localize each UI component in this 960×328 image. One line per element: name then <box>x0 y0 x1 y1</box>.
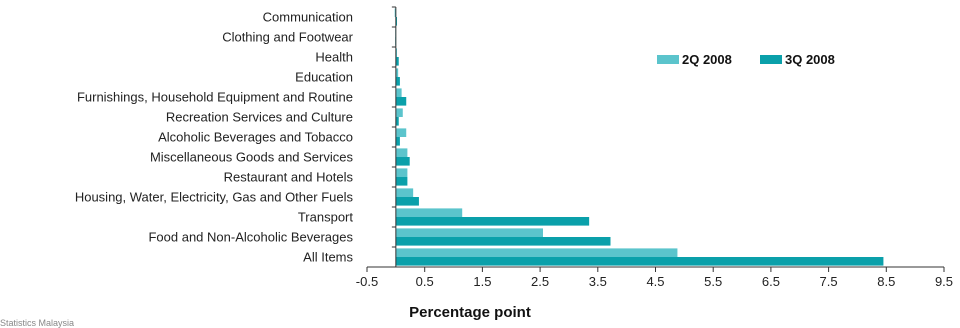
category-label: Restaurant and Hotels <box>224 170 354 185</box>
x-tick-label: 6.5 <box>762 274 780 289</box>
category-label: Health <box>315 50 353 65</box>
bar <box>395 148 408 157</box>
legend-label: 2Q 2008 <box>682 52 732 67</box>
x-tick-label: 8.5 <box>877 274 895 289</box>
category-label: Communication <box>263 10 353 25</box>
category-label: Alcoholic Beverages and Tobacco <box>158 130 353 145</box>
bar <box>395 228 543 237</box>
bar <box>395 57 399 66</box>
bar <box>395 168 408 177</box>
x-tick-label: 0.5 <box>416 274 434 289</box>
bar <box>395 177 408 186</box>
category-labels: Communication Clothing and Footwear Health… <box>75 10 354 265</box>
bar <box>395 197 419 206</box>
x-tick-label: 1.5 <box>473 274 491 289</box>
bar <box>395 128 407 137</box>
x-tick-label: 5.5 <box>704 274 722 289</box>
x-tick-label: 4.5 <box>646 274 664 289</box>
category-label: Recreation Services and Culture <box>166 110 353 125</box>
bar <box>394 8 396 17</box>
x-tick-label: 7.5 <box>820 274 838 289</box>
bar <box>395 157 410 166</box>
bars <box>394 8 884 266</box>
legend-label: 3Q 2008 <box>785 52 835 67</box>
bar <box>395 88 402 97</box>
bar <box>395 237 611 246</box>
bar <box>395 77 400 86</box>
bar <box>395 48 398 57</box>
category-label: Miscellaneous Goods and Services <box>150 150 354 165</box>
category-label: Food and Non-Alcoholic Beverages <box>148 230 353 245</box>
source-note: Statistics Malaysia <box>0 318 75 328</box>
bar <box>395 137 400 146</box>
bar <box>395 117 399 126</box>
category-label: Education <box>295 70 353 85</box>
category-label: Housing, Water, Electricity, Gas and Oth… <box>75 190 354 205</box>
legend-swatch <box>657 55 679 64</box>
legend: 2Q 2008 3Q 2008 <box>657 52 835 67</box>
bar <box>395 108 403 117</box>
legend-swatch <box>760 55 782 64</box>
x-tick-label: 2.5 <box>531 274 549 289</box>
bar <box>395 208 463 217</box>
x-tick-labels: -0.5 0.5 1.5 2.5 3.5 4.5 5.5 6.5 7.5 8.5 9.5 <box>356 274 953 289</box>
bar <box>395 97 407 106</box>
x-tick-label: 3.5 <box>589 274 607 289</box>
category-label: Furnishings, Household Equipment and Rou… <box>77 90 353 105</box>
bar <box>395 68 399 77</box>
axes <box>366 6 945 272</box>
bar <box>395 188 414 197</box>
bar <box>395 248 678 257</box>
category-label: Clothing and Footwear <box>222 30 353 45</box>
bar <box>395 257 884 266</box>
category-label: All Items <box>303 250 353 265</box>
x-tick-label: 9.5 <box>935 274 953 289</box>
bar <box>395 17 398 26</box>
x-tick-label: -0.5 <box>356 274 378 289</box>
bar <box>395 217 590 226</box>
category-label: Transport <box>298 210 354 225</box>
x-axis-label: Percentage point <box>409 304 531 321</box>
